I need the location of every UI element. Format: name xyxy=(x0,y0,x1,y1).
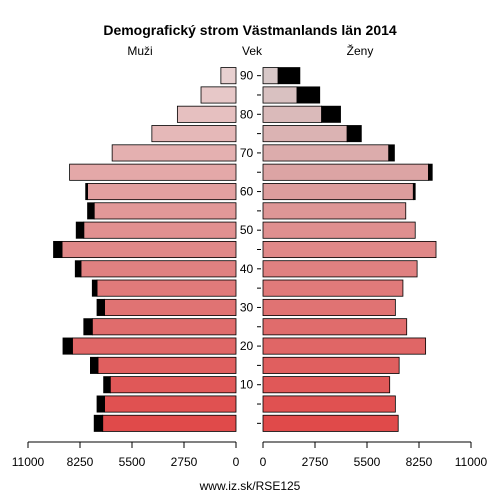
male-bar-20-24 xyxy=(72,337,237,355)
male-bar-0-4 xyxy=(102,414,237,432)
female-surplus-60-64 xyxy=(412,183,416,201)
age-tick-label: 50 xyxy=(240,223,254,237)
female-bar-90+ xyxy=(262,67,279,85)
male-bar-80-84 xyxy=(176,105,237,123)
male-surplus-60-64 xyxy=(85,183,88,201)
female-surplus-75-79 xyxy=(346,125,362,143)
age-tick-label: 70 xyxy=(240,146,254,160)
female-bar-70-74 xyxy=(262,144,390,162)
female-bar-0-4 xyxy=(262,414,399,432)
age-axis-label: Vek xyxy=(242,44,263,58)
male-x-tick-label: 11000 xyxy=(12,455,45,469)
female-x-tick-label: 5500 xyxy=(354,455,381,469)
age-tick-label: 40 xyxy=(240,262,254,276)
age-tick-label: 80 xyxy=(240,107,254,121)
age-tick-label: 10 xyxy=(240,378,254,392)
female-bar-50-54 xyxy=(262,221,416,239)
female-bar-75-79 xyxy=(262,125,348,143)
male-bar-70-74 xyxy=(111,144,237,162)
female-bar-60-64 xyxy=(262,183,414,201)
age-tick-label: 20 xyxy=(240,339,254,353)
male-surplus-30-34 xyxy=(96,298,105,316)
female-bar-55-59 xyxy=(262,202,407,220)
female-surplus-70-74 xyxy=(388,144,395,162)
female-bar-40-44 xyxy=(262,260,418,278)
male-bar-60-64 xyxy=(87,183,237,201)
female-bar-30-34 xyxy=(262,298,396,316)
male-bar-35-39 xyxy=(96,279,237,297)
female-bar-20-24 xyxy=(262,337,427,355)
female-bar-65-69 xyxy=(262,163,429,181)
male-surplus-25-29 xyxy=(83,318,93,336)
male-bar-55-59 xyxy=(93,202,237,220)
female-surplus-65-69 xyxy=(428,163,433,181)
male-bar-90+ xyxy=(220,67,237,85)
male-bars xyxy=(53,67,237,432)
footer-source: www.iz.sk/RSE125 xyxy=(199,479,301,493)
male-bar-75-79 xyxy=(151,125,237,143)
female-x-tick-label: 11000 xyxy=(455,455,488,469)
male-bar-30-34 xyxy=(104,298,237,316)
male-x-tick-label: 8250 xyxy=(67,455,94,469)
female-bar-10-14 xyxy=(262,376,391,394)
female-bar-80-84 xyxy=(262,105,323,123)
male-bar-65-69 xyxy=(69,163,237,181)
female-x-tick-label: 0 xyxy=(260,455,267,469)
male-bar-15-19 xyxy=(97,356,237,374)
male-bar-5-9 xyxy=(104,395,237,413)
male-bar-25-29 xyxy=(91,318,237,336)
male-surplus-15-19 xyxy=(90,356,99,374)
male-surplus-35-39 xyxy=(91,279,98,297)
male-label: Muži xyxy=(127,44,152,58)
age-tick-label: 90 xyxy=(240,69,254,83)
male-surplus-0-4 xyxy=(93,414,104,432)
female-bar-15-19 xyxy=(262,356,400,374)
female-x-tick-label: 2750 xyxy=(302,455,329,469)
male-surplus-55-59 xyxy=(87,202,95,220)
male-surplus-45-49 xyxy=(53,240,63,259)
male-x-tick-label: 5500 xyxy=(119,455,146,469)
female-bar-85-89 xyxy=(262,86,298,104)
male-bar-85-89 xyxy=(200,86,237,104)
female-bar-25-29 xyxy=(262,318,408,336)
female-surplus-80-84 xyxy=(321,105,341,123)
male-surplus-40-44 xyxy=(74,260,82,278)
female-surplus-85-89 xyxy=(296,86,321,104)
female-x-tick-label: 8250 xyxy=(406,455,433,469)
age-tick-label: 60 xyxy=(240,185,254,199)
male-x-tick-label: 2750 xyxy=(171,455,198,469)
female-bar-35-39 xyxy=(262,279,404,297)
male-bar-50-54 xyxy=(83,221,237,239)
male-surplus-5-9 xyxy=(96,395,105,413)
female-surplus-90+ xyxy=(277,67,301,85)
male-surplus-20-24 xyxy=(62,337,73,355)
age-tick-label: 30 xyxy=(240,300,254,314)
female-bar-45-49 xyxy=(262,240,437,259)
female-bar-5-9 xyxy=(262,395,396,413)
female-bars xyxy=(262,67,437,432)
male-bar-10-14 xyxy=(109,376,237,394)
axes: 11000 0 8250 2750 5500 5500 2750 8250 0 11000 10 20… xyxy=(12,69,488,469)
female-label: Ženy xyxy=(347,43,374,58)
male-x-tick-label: 0 xyxy=(233,455,240,469)
chart-title: Demografický strom Västmanlands län 2014 xyxy=(103,22,397,38)
male-bar-40-44 xyxy=(80,260,237,278)
male-surplus-10-14 xyxy=(103,376,111,394)
male-surplus-50-54 xyxy=(75,221,85,239)
male-bar-45-49 xyxy=(61,240,237,259)
